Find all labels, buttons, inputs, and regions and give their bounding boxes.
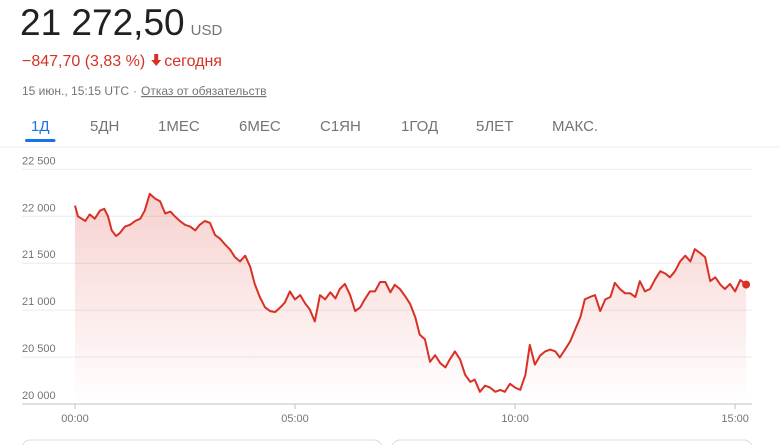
card [392,439,752,445]
range-tabs: 1Д 5ДН 1МЕС 6МЕС С1ЯН 1ГОД 5ЛЕТ МАКС. [25,118,598,142]
range-tab[interactable]: 6МЕС [239,118,281,135]
y-tick-label: 21 000 [22,296,56,308]
y-tick-label: 20 000 [22,390,56,402]
plot: 20 000 20 500 21 000 21 500 22 000 22 500 00:0… [22,155,752,425]
range-tab[interactable]: 5ДН [90,118,119,135]
y-tick-label: 22 000 [22,202,56,214]
currency: USD [191,22,223,39]
last-point [742,280,751,289]
x-tick-label: 10:00 [501,413,529,425]
separator: · [133,84,137,98]
disclaimer-link[interactable]: Отказ от обязательств [141,84,266,98]
change: −847,70 (3,83 %) [22,53,145,70]
y-tick-label: 22 500 [22,155,56,167]
range-tab[interactable]: С1ЯН [320,118,361,135]
price-line [74,192,747,393]
range-tab[interactable]: 1МЕС [158,118,200,135]
x-tick-label: 05:00 [281,413,309,425]
tab-indicator [25,139,56,142]
x-tick-label: 00:00 [61,413,89,425]
x-tick-label: 15:00 [721,413,749,425]
down-arrow [151,54,162,66]
range-tab[interactable]: 1ГОД [401,118,438,135]
price: 21 272,50 [20,2,185,43]
y-tick-label: 21 500 [22,249,56,261]
range-tab[interactable]: 5ЛЕТ [476,118,513,135]
timestamp: 15 июн., 15:15 UTC [22,84,129,98]
range-tab[interactable]: МАКС. [552,118,598,135]
y-tick-label: 20 500 [22,343,56,355]
period: сегодня [164,53,222,70]
card [22,439,382,445]
area [75,193,747,404]
range-tab[interactable]: 1Д [31,118,50,135]
